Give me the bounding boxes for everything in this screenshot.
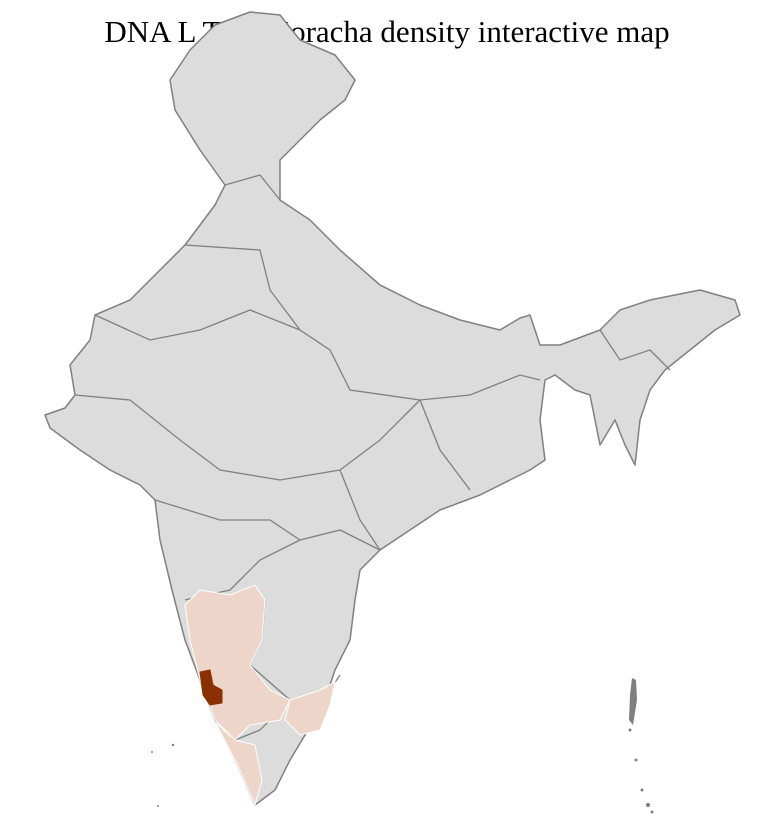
andaman-nicobar-islands	[628, 678, 654, 814]
region-tamilnadu-low-density[interactable]	[284, 681, 336, 736]
region-kerala-low-density[interactable]	[214, 721, 263, 807]
lakshadweep-islands	[151, 743, 175, 807]
region-dakshina-kannada-high-density[interactable]	[199, 669, 223, 706]
